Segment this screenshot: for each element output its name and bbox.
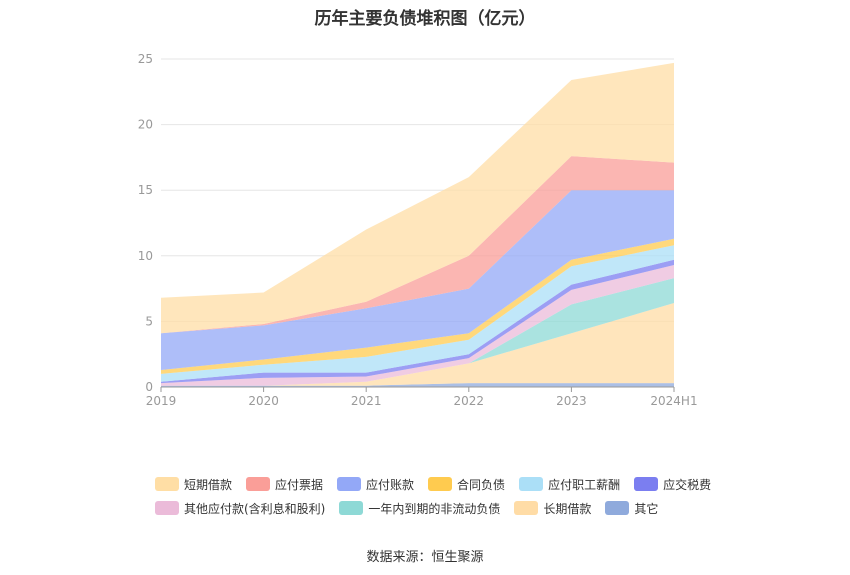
area-series-2: [161, 278, 674, 386]
area-series: [161, 62, 674, 387]
source-note: 数据来源：恒生聚源: [366, 550, 484, 565]
legend-swatch: [339, 501, 364, 515]
legend-label: 合同负债: [457, 477, 506, 492]
legend-item[interactable]: 短期借款: [155, 476, 232, 493]
legend-item[interactable]: 合同负债: [428, 476, 505, 493]
y-tick-label: 0: [145, 380, 153, 394]
area-series-6: [161, 238, 674, 374]
x-tick-label: 2022: [454, 394, 485, 408]
y-tick-label: 25: [138, 52, 153, 66]
legend-swatch: [428, 477, 453, 491]
legend-swatch: [514, 501, 539, 515]
legend-item[interactable]: 一年内到期的非流动负债: [339, 500, 500, 517]
legend-swatch: [155, 501, 179, 515]
area-series-0: [161, 383, 674, 387]
legend-label: 应付票据: [275, 477, 324, 492]
legend-item[interactable]: 其他应付款(含利息和股利): [155, 500, 325, 517]
legend-label: 一年内到期的非流动负债: [368, 501, 501, 516]
legend-item[interactable]: 长期借款: [514, 500, 591, 517]
area-series-8: [161, 156, 674, 334]
area-series-5: [161, 245, 674, 382]
legend-label: 应交税费: [663, 477, 712, 492]
legend-label: 其它: [634, 501, 659, 516]
x-tick-label: 2023: [556, 394, 587, 408]
legend-swatch: [337, 477, 362, 491]
legend-swatch: [155, 477, 179, 491]
chart-title: 历年主要负债堆积图（亿元）: [314, 9, 536, 29]
area-series-7: [161, 190, 674, 370]
area-series-1: [161, 303, 674, 386]
legend-item[interactable]: 其它: [605, 500, 658, 517]
legend-label: 应付职工薪酬: [548, 477, 621, 492]
legend-label: 其他应付款(含利息和股利): [184, 501, 326, 516]
y-tick-label: 10: [138, 249, 153, 263]
legend-swatch: [605, 501, 630, 515]
legend-item[interactable]: 应付职工薪酬: [519, 476, 620, 493]
legend-row: 其他应付款(含利息和股利) 一年内到期的非流动负债 长期借款 其它: [155, 496, 715, 520]
x-tick-label: 2020: [248, 394, 279, 408]
y-tick-label: 5: [145, 314, 153, 328]
legend-row: 短期借款 应付票据 应付账款 合同负债 应付职工薪酬 应交税费: [155, 472, 715, 496]
legend-item[interactable]: 应付票据: [246, 476, 323, 493]
legend-label: 应付账款: [366, 477, 415, 492]
legend-label: 长期借款: [543, 501, 592, 516]
y-tick-label: 15: [138, 183, 153, 197]
axes: 0 5 10 15 20 25 2019 2020 2021 2022 2023 2024H1: [138, 52, 698, 408]
legend: 短期借款 应付票据 应付账款 合同负债 应付职工薪酬 应交税费 其他应付款(含利息和股利)…: [155, 472, 715, 520]
legend-label: 短期借款: [184, 477, 233, 492]
legend-item[interactable]: 应交税费: [634, 476, 711, 493]
legend-swatch: [634, 477, 659, 491]
x-tick-label: 2019: [146, 394, 177, 408]
x-tick-label: 2024H1: [650, 394, 697, 408]
legend-swatch: [519, 477, 544, 491]
y-tick-label: 20: [138, 118, 153, 132]
x-tick-label: 2021: [351, 394, 382, 408]
area-series-9: [161, 62, 674, 334]
legend-swatch: [246, 477, 271, 491]
legend-item[interactable]: 应付账款: [337, 476, 414, 493]
